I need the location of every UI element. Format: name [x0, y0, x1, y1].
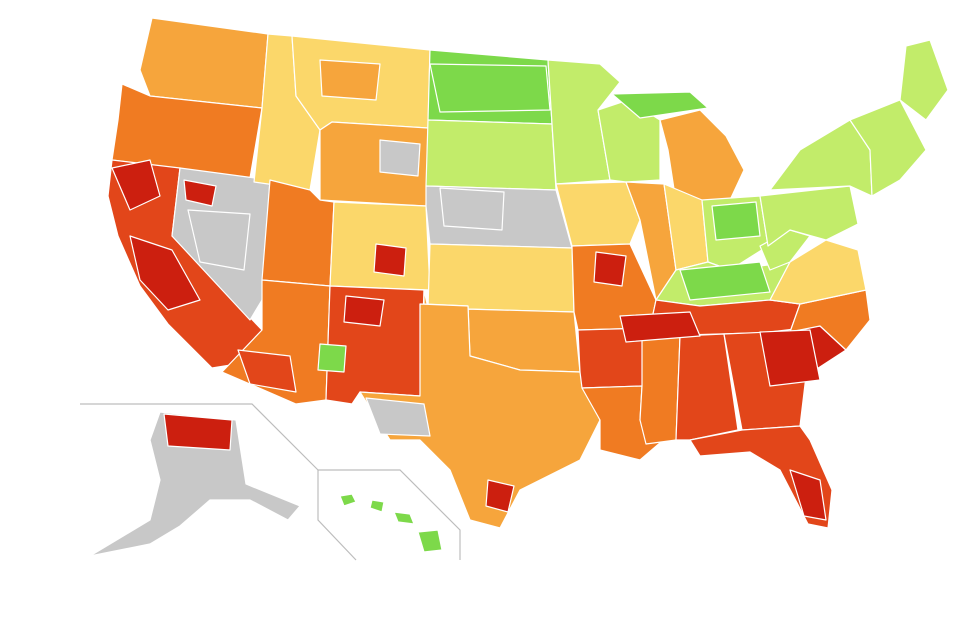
mississippi — [639, 335, 681, 445]
hotspot-missouri — [593, 251, 627, 287]
hotspot-georgia — [759, 329, 821, 387]
alaska — [89, 411, 301, 557]
hotspot-nebraska — [439, 187, 505, 231]
washington — [139, 17, 269, 109]
kansas — [427, 243, 575, 313]
hawaii-inset-frame — [317, 470, 357, 561]
hawaii — [339, 493, 443, 553]
hotspot-wyoming — [379, 139, 421, 177]
hotspot-ca-central — [129, 235, 201, 311]
maine — [899, 39, 949, 121]
alaska-inset-frame — [80, 403, 319, 471]
new-york — [769, 119, 873, 197]
hotspot-new-mexico — [343, 295, 385, 327]
hotspot-ohio — [711, 201, 761, 241]
hotspot-alaska-north — [163, 413, 233, 451]
hotspot-arizona — [237, 349, 297, 393]
hotspot-florida — [789, 469, 827, 521]
hotspot-new-mexico-green — [317, 343, 347, 373]
hotspot-nd-east — [429, 63, 551, 113]
hotspots-layer — [111, 59, 827, 521]
michigan — [659, 109, 745, 203]
hotspot-colorado — [373, 243, 407, 277]
hotspot-michigan-up — [611, 91, 709, 119]
iowa — [555, 181, 641, 247]
hotspot-texas-south — [485, 479, 515, 513]
hotspot-tennessee — [619, 311, 701, 343]
inset-frames — [80, 403, 461, 561]
hawaii-inset-frame-top — [318, 469, 461, 560]
hotspot-nevada — [187, 209, 251, 271]
florida — [689, 425, 833, 529]
hotspot-ca-north — [111, 159, 161, 211]
hotspot-ne-nevada — [183, 179, 217, 207]
hotspot-kentucky — [679, 261, 771, 301]
south-dakota — [425, 119, 557, 191]
hotspot-montana — [319, 59, 381, 101]
hotspot-texas-west — [365, 397, 431, 437]
